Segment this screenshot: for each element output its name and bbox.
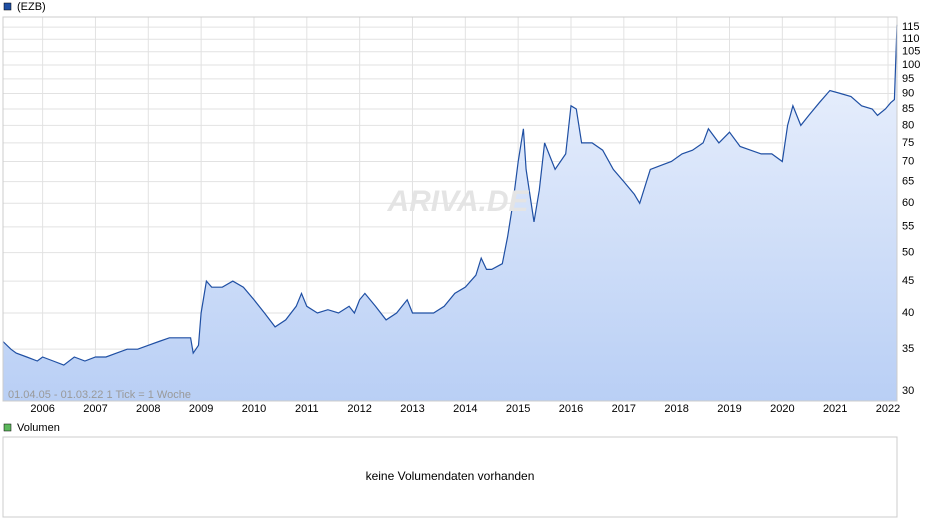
y-tick-label: 100 <box>902 59 920 71</box>
x-tick-label: 2006 <box>30 403 54 415</box>
y-tick-label: 115 <box>902 21 920 33</box>
legend-label: (EZB) <box>17 1 46 13</box>
watermark: ARIVA.DE <box>386 185 529 218</box>
volume-legend-swatch <box>3 423 12 432</box>
y-tick-label: 40 <box>902 307 914 319</box>
y-tick-label: 35 <box>902 343 914 355</box>
x-tick-label: 2013 <box>400 403 424 415</box>
x-tick-label: 2008 <box>136 403 160 415</box>
x-tick-label: 2011 <box>295 403 319 415</box>
x-tick-label: 2015 <box>506 403 530 415</box>
legend-swatch <box>3 2 12 11</box>
y-tick-label: 90 <box>902 87 914 99</box>
y-tick-label: 65 <box>902 176 914 188</box>
y-tick-label: 105 <box>902 46 920 58</box>
x-tick-label: 2010 <box>242 403 266 415</box>
y-tick-label: 110 <box>902 33 920 45</box>
y-tick-label: 30 <box>902 385 914 397</box>
x-tick-label: 2009 <box>189 403 213 415</box>
area <box>3 24 897 402</box>
x-tick-label: 2020 <box>770 403 794 415</box>
line <box>2 24 898 366</box>
y-tick-label: 85 <box>902 103 914 115</box>
plot-frame <box>2 16 898 402</box>
volume-message: keine Volumendaten vorhanden <box>366 469 535 483</box>
range-note: 01.04.05 - 01.03.22 1 Tick = 1 Woche <box>8 389 191 401</box>
x-tick-label: 2016 <box>559 403 583 415</box>
y-tick-label: 75 <box>902 137 914 149</box>
x-tick-label: 2021 <box>823 403 847 415</box>
x-tick-label: 2012 <box>347 403 371 415</box>
y-tick-label: 80 <box>902 119 914 131</box>
x-tick-label: 2019 <box>717 403 741 415</box>
y-tick-label: 60 <box>902 197 914 209</box>
volume-frame <box>2 436 898 518</box>
y-tick-label: 45 <box>902 275 914 287</box>
y-tick-label: 70 <box>902 155 914 167</box>
x-tick-label: 2022 <box>876 403 900 415</box>
x-tick-label: 2017 <box>612 403 636 415</box>
y-tick-label: 95 <box>902 73 914 85</box>
y-tick-label: 55 <box>902 221 914 233</box>
x-tick-label: 2014 <box>453 403 477 415</box>
x-tick-label: 2018 <box>664 403 688 415</box>
x-tick-label: 2007 <box>83 403 107 415</box>
volume-legend: Volumen <box>17 422 60 434</box>
y-tick-label: 50 <box>902 247 914 259</box>
